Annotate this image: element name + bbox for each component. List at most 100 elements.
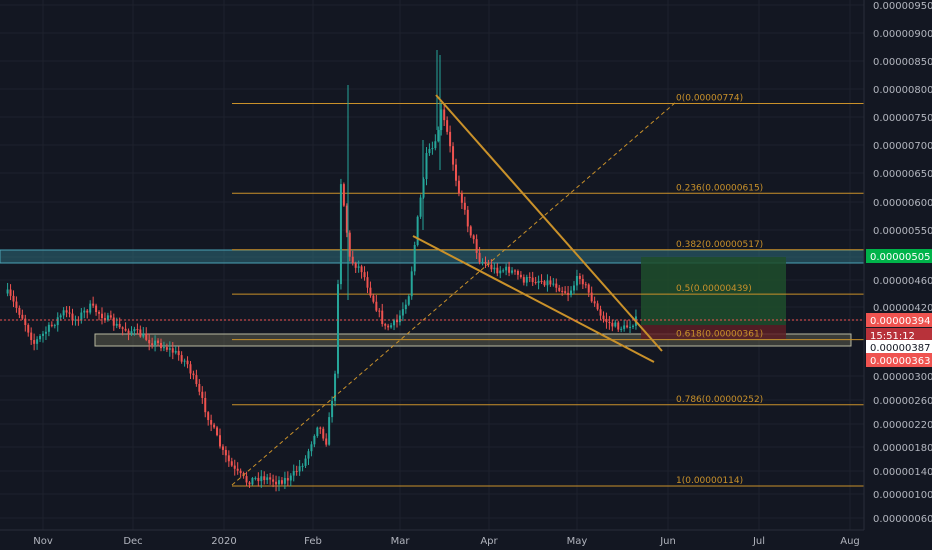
- candle-body[interactable]: [154, 340, 157, 346]
- candle-body[interactable]: [626, 325, 629, 328]
- candle-body[interactable]: [578, 275, 581, 279]
- candle-body[interactable]: [151, 343, 154, 346]
- candle-body[interactable]: [602, 315, 605, 320]
- candle-body[interactable]: [71, 313, 74, 321]
- candle-body[interactable]: [103, 318, 106, 321]
- candle-body[interactable]: [463, 202, 466, 210]
- candle-body[interactable]: [384, 324, 387, 326]
- candle-body[interactable]: [9, 289, 12, 296]
- candle-body[interactable]: [230, 461, 233, 466]
- candle-body[interactable]: [590, 292, 593, 302]
- candle-body[interactable]: [86, 310, 89, 313]
- candle-body[interactable]: [395, 320, 398, 323]
- candle-body[interactable]: [47, 324, 50, 332]
- candle-body[interactable]: [304, 458, 307, 466]
- candle-body[interactable]: [159, 342, 162, 349]
- candle-body[interactable]: [177, 350, 180, 356]
- candle-body[interactable]: [449, 131, 452, 147]
- candle-body[interactable]: [413, 245, 416, 272]
- candle-body[interactable]: [534, 282, 537, 284]
- candle-body[interactable]: [221, 446, 224, 450]
- candle-body[interactable]: [508, 266, 511, 273]
- candle-body[interactable]: [95, 305, 98, 313]
- candle-body[interactable]: [502, 270, 505, 272]
- candle-body[interactable]: [174, 350, 177, 353]
- candle-body[interactable]: [363, 272, 366, 278]
- candle-body[interactable]: [236, 468, 239, 471]
- candle-body[interactable]: [404, 304, 407, 310]
- candle-body[interactable]: [80, 312, 83, 321]
- candle-body[interactable]: [496, 267, 499, 274]
- candle-body[interactable]: [310, 444, 313, 452]
- candle-body[interactable]: [469, 226, 472, 236]
- candle-body[interactable]: [493, 267, 496, 270]
- candle-body[interactable]: [596, 303, 599, 310]
- candle-body[interactable]: [130, 331, 133, 334]
- candle-body[interactable]: [162, 347, 165, 349]
- candle-body[interactable]: [631, 325, 634, 327]
- candle-body[interactable]: [525, 276, 528, 283]
- candle-body[interactable]: [189, 364, 192, 374]
- candle-body[interactable]: [366, 277, 369, 288]
- candle-body[interactable]: [440, 109, 443, 131]
- candle-body[interactable]: [375, 301, 378, 311]
- candle-body[interactable]: [50, 324, 53, 326]
- candle-body[interactable]: [419, 197, 422, 217]
- candle-body[interactable]: [478, 252, 481, 263]
- candle-body[interactable]: [213, 424, 216, 428]
- candle-body[interactable]: [295, 471, 298, 473]
- candle-body[interactable]: [561, 290, 564, 292]
- candle-body[interactable]: [260, 476, 263, 482]
- candle-body[interactable]: [328, 417, 331, 445]
- candle-body[interactable]: [381, 310, 384, 325]
- candle-body[interactable]: [516, 271, 519, 275]
- candle-body[interactable]: [227, 455, 230, 462]
- candle-body[interactable]: [416, 216, 419, 246]
- candle-body[interactable]: [204, 397, 207, 413]
- candle-body[interactable]: [257, 477, 260, 482]
- trendlines[interactable]: [0, 94, 864, 486]
- candle-body[interactable]: [387, 325, 390, 328]
- candle-body[interactable]: [511, 270, 514, 273]
- candle-body[interactable]: [581, 278, 584, 285]
- candle-body[interactable]: [431, 148, 434, 150]
- candle-body[interactable]: [519, 274, 522, 278]
- candle-body[interactable]: [499, 270, 502, 274]
- candle-body[interactable]: [301, 465, 304, 467]
- candle-body[interactable]: [272, 479, 275, 482]
- candle-body[interactable]: [410, 271, 413, 297]
- candle-body[interactable]: [570, 290, 573, 296]
- candle-body[interactable]: [339, 184, 342, 285]
- candle-body[interactable]: [266, 477, 269, 481]
- candle-body[interactable]: [33, 340, 36, 344]
- candle-body[interactable]: [6, 289, 9, 294]
- candle-body[interactable]: [74, 319, 77, 321]
- candle-body[interactable]: [44, 331, 47, 334]
- candle-body[interactable]: [443, 109, 446, 121]
- candle-body[interactable]: [307, 451, 310, 459]
- candle-body[interactable]: [192, 373, 195, 376]
- candle-body[interactable]: [133, 329, 136, 332]
- candle-body[interactable]: [623, 325, 626, 329]
- price-axis[interactable]: 0.00000950 0.00000900 0.00000850 0.00000800…: [873, 1, 932, 525]
- candle-body[interactable]: [528, 276, 531, 278]
- candle-body[interactable]: [546, 280, 549, 286]
- candle-body[interactable]: [425, 153, 428, 180]
- candle-body[interactable]: [537, 280, 540, 283]
- candle-body[interactable]: [124, 328, 127, 331]
- candle-body[interactable]: [239, 470, 242, 474]
- candle-body[interactable]: [372, 295, 375, 302]
- time-axis[interactable]: Nov Dec 2020 Feb Mar Apr May Jun Jul Aug: [33, 536, 860, 547]
- candle-body[interactable]: [89, 303, 92, 313]
- candle-body[interactable]: [398, 315, 401, 323]
- candle-body[interactable]: [275, 481, 278, 485]
- candle-body[interactable]: [12, 295, 15, 302]
- descending-support-trendline[interactable]: [412, 235, 655, 363]
- candle-body[interactable]: [567, 292, 570, 296]
- candle-body[interactable]: [313, 436, 316, 445]
- candle-body[interactable]: [118, 323, 121, 328]
- candle-body[interactable]: [584, 284, 587, 286]
- candle-body[interactable]: [599, 309, 602, 316]
- candle-body[interactable]: [201, 391, 204, 398]
- candle-body[interactable]: [378, 310, 381, 312]
